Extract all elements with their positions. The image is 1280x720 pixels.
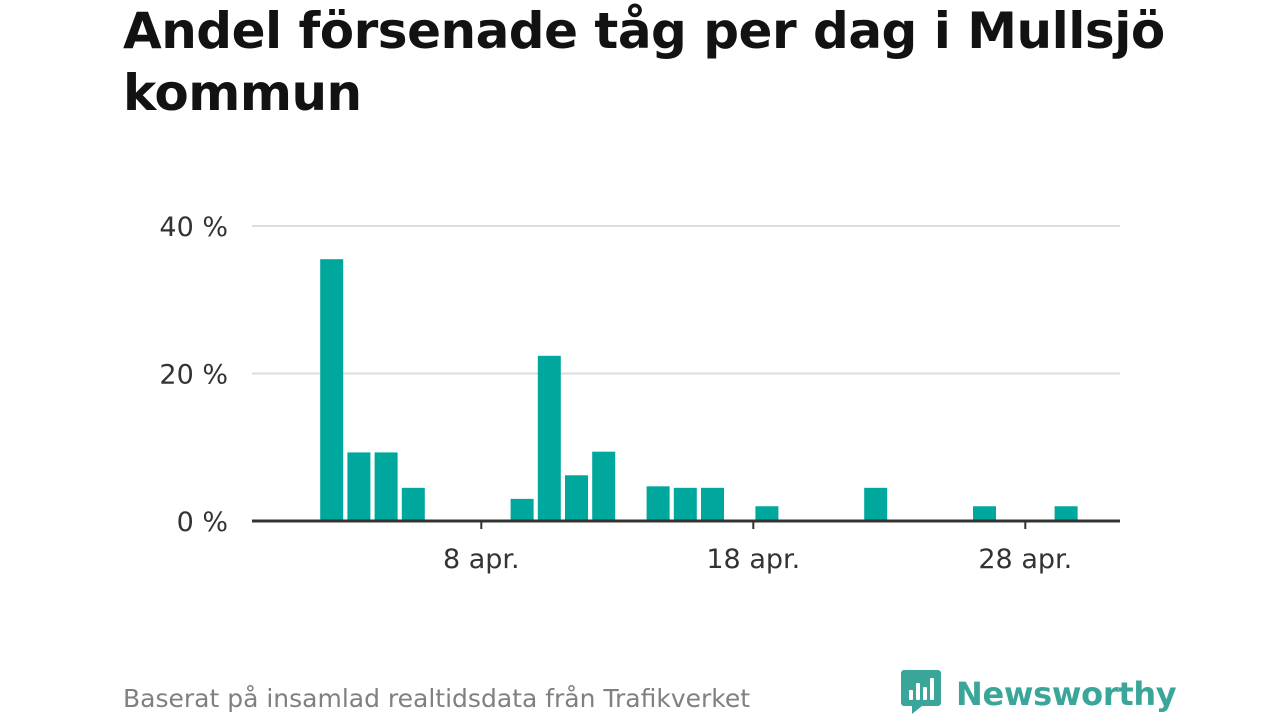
source-note: Baserat på insamlad realtidsdata från Tr… (123, 684, 751, 713)
x-ticks (480, 521, 1027, 529)
y-tick-label: 0 % (177, 507, 228, 538)
x-tick-label: 28 apr. (978, 544, 1072, 575)
bar[interactable] (973, 506, 996, 521)
bar[interactable] (701, 487, 724, 521)
bar[interactable] (347, 452, 371, 521)
bar[interactable] (592, 451, 616, 521)
bar[interactable] (673, 487, 697, 521)
newsworthy-logo-icon (900, 668, 942, 720)
bar[interactable] (320, 259, 344, 521)
brand[interactable]: Newsworthy (900, 668, 1177, 720)
bar[interactable] (510, 498, 534, 521)
bars (320, 259, 1078, 521)
x-tick-label: 8 apr. (443, 544, 520, 575)
y-tick-label: 40 % (159, 212, 228, 243)
x-tick-label: 18 apr. (706, 544, 800, 575)
y-tick-labels: 0 % 20 % 40 % (159, 212, 228, 538)
bar[interactable] (755, 506, 779, 521)
brand-name: Newsworthy (956, 675, 1177, 713)
bar[interactable] (1054, 506, 1078, 521)
x-tick-labels: 8 apr. 18 apr. 28 apr. (443, 544, 1072, 575)
bar[interactable] (646, 486, 670, 521)
y-tick-label: 20 % (159, 360, 228, 391)
chart-title: Andel försenade tåg per dag i Mullsjö ko… (123, 2, 1165, 122)
bar[interactable] (565, 475, 588, 521)
gridlines (252, 225, 1120, 375)
bar[interactable] (864, 487, 888, 521)
bar[interactable] (537, 355, 561, 521)
bar[interactable] (401, 487, 425, 521)
bar-chart: 0 % 20 % 40 % 8 apr. 18 apr. 28 apr. (159, 212, 1120, 575)
bar[interactable] (374, 452, 398, 521)
